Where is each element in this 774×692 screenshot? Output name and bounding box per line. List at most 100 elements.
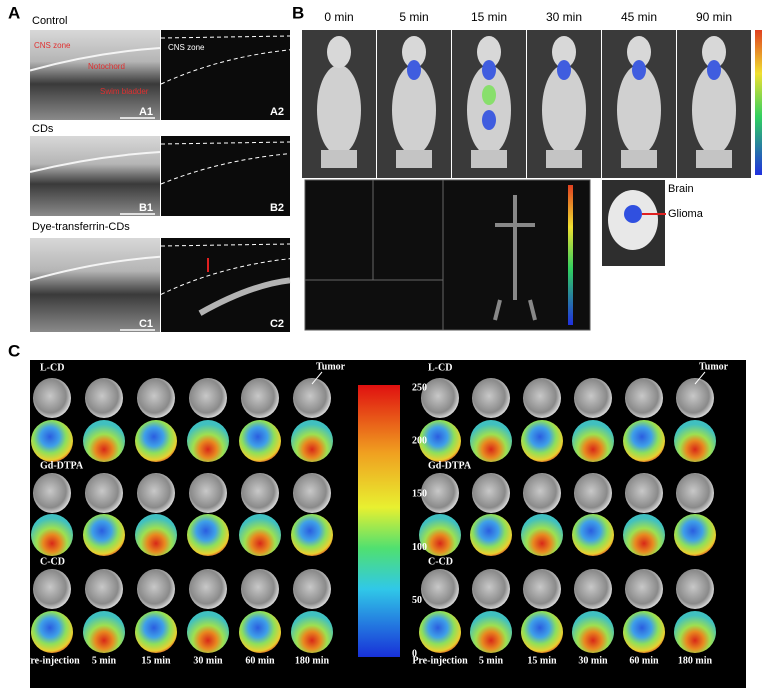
mri-heatmap	[470, 611, 512, 653]
timepoint-label: 30 min	[193, 655, 223, 666]
mri-slice	[241, 378, 279, 418]
mri-slice	[676, 473, 714, 513]
mouse-head	[477, 36, 501, 68]
group-label: C-CD	[428, 556, 453, 567]
annotation: Swim bladder	[100, 87, 149, 96]
mri-heatmap	[187, 420, 229, 462]
mri-slice	[33, 569, 71, 609]
mri-heatmap	[239, 611, 281, 653]
colorbar-tick-label: 250	[412, 382, 427, 393]
brain-label: Glioma	[668, 208, 704, 220]
mri-heatmap	[521, 611, 563, 653]
mri-slice	[293, 569, 331, 609]
timepoint-label: 60 min	[245, 655, 275, 666]
mri-heatmap	[291, 611, 333, 653]
mri-slice	[676, 569, 714, 609]
timepoint-label: 15 min	[527, 655, 557, 666]
mouse-head	[702, 36, 726, 68]
mri-slice	[293, 473, 331, 513]
brightfield-image	[30, 30, 160, 120]
signal-spot	[482, 85, 496, 105]
timepoint-label: 5 min	[92, 655, 117, 666]
mouse-legs	[396, 150, 432, 168]
annotation: CNS zone	[34, 41, 71, 50]
signal-spot	[557, 60, 571, 80]
mri-slice	[189, 378, 227, 418]
timepoint-label: 60 min	[629, 655, 659, 666]
timepoint-label: 0 min	[324, 10, 353, 24]
timepoint-label: 5 min	[479, 655, 504, 666]
mri-heatmap	[572, 514, 614, 556]
mri-heatmap	[135, 420, 177, 462]
signal-spot	[407, 60, 421, 80]
signal-spot	[482, 110, 496, 130]
mri-heatmap	[674, 611, 716, 653]
mri-heatmap	[623, 611, 665, 653]
mri-slice	[625, 378, 663, 418]
image-label: A2	[270, 106, 284, 118]
image-label: B1	[139, 202, 153, 214]
mri-heatmap	[521, 514, 563, 556]
group-label: C-CD	[40, 556, 65, 567]
row-title: CDs	[32, 123, 54, 135]
mouse-body	[617, 65, 661, 155]
ct-composite	[304, 179, 591, 331]
colorbar-tick-label: 150	[412, 489, 427, 500]
mri-heatmap	[83, 611, 125, 653]
mouse-head	[552, 36, 576, 68]
signal-spot	[707, 60, 721, 80]
mri-heatmap	[572, 420, 614, 462]
mri-heatmap	[187, 611, 229, 653]
mri-heatmap	[239, 420, 281, 462]
fluorescent-signal	[198, 277, 291, 316]
timepoint-label: 90 min	[696, 10, 732, 24]
mri-heatmap	[31, 514, 73, 556]
mri-heatmap	[135, 514, 177, 556]
fish-outline	[29, 151, 161, 173]
group-label: Gd-DTPA	[40, 460, 84, 471]
timepoint-label: 5 min	[399, 10, 428, 24]
mri-heatmap	[291, 514, 333, 556]
dashed-boundary	[160, 49, 291, 85]
timepoint-label: 15 min	[471, 10, 507, 24]
tumor-arrow	[311, 371, 323, 385]
mri-slice	[574, 569, 612, 609]
mouse-head	[327, 36, 351, 68]
group-label: L-CD	[428, 362, 452, 373]
colorbar-tick-label: 50	[412, 595, 422, 606]
dashed-boundary	[160, 153, 291, 185]
mri-heatmap	[135, 611, 177, 653]
mri-slice	[472, 473, 510, 513]
mri-heatmap	[623, 420, 665, 462]
mri-heatmap	[187, 514, 229, 556]
panel-label: C	[8, 341, 20, 360]
mouse-body	[392, 65, 436, 155]
image-label: C1	[139, 318, 153, 330]
colorbar-tick-label: 200	[412, 435, 427, 446]
timepoint-label: 15 min	[141, 655, 171, 666]
mri-heatmap	[419, 420, 461, 462]
row-title: Dye-transferrin-CDs	[32, 221, 130, 233]
colorbar	[568, 185, 573, 325]
mri-slice	[241, 473, 279, 513]
mri-slice	[625, 473, 663, 513]
tumor-label: Tumor	[699, 361, 729, 372]
mri-heatmap	[470, 420, 512, 462]
brightfield-image	[30, 136, 160, 216]
fish-outline	[29, 255, 161, 282]
mri-slice	[241, 569, 279, 609]
panel-label: A	[8, 3, 20, 22]
mri-slice	[523, 378, 561, 418]
mri-slice	[189, 569, 227, 609]
timepoint-label: Pre-injection	[412, 655, 468, 666]
mri-slice	[574, 473, 612, 513]
brain-label: Brain	[668, 183, 694, 195]
timepoint-label: 30 min	[578, 655, 608, 666]
mouse-legs	[696, 150, 732, 168]
image-label: C2	[270, 318, 284, 330]
mri-slice	[676, 378, 714, 418]
mri-slice	[85, 473, 123, 513]
mri-slice	[85, 569, 123, 609]
mri-heatmap	[239, 514, 281, 556]
